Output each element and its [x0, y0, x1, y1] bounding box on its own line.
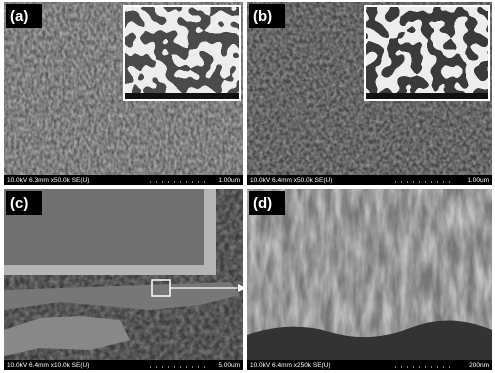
arrow-head	[238, 284, 246, 292]
pillar-edge	[4, 189, 216, 275]
panel-d: (d) 10.0kV 6.4mm x250k SE(U) 200nm	[247, 189, 492, 370]
info-bar	[4, 360, 243, 370]
scale-text: 1.00um	[218, 177, 240, 184]
debris	[4, 316, 130, 356]
substrate	[247, 320, 492, 360]
label-box	[249, 4, 285, 28]
scale-text: 1.00um	[467, 177, 489, 184]
inset-bar	[125, 93, 239, 99]
info-text: 10.0kV 6.3mm x50.0k SE(U)	[7, 177, 89, 184]
scale-text: 5.00um	[218, 362, 240, 369]
label-box	[6, 4, 42, 28]
scale-text: 200nm	[469, 362, 489, 369]
inset-texture	[366, 7, 488, 93]
label-box	[249, 191, 285, 215]
panel-c: (c) 10.0kV 6.4mm x10.0k SE(U) 5.00um	[4, 189, 246, 370]
panel-a: (a) 10.0kV 6.3mm x50.0k SE(U) 1.00um	[4, 2, 243, 185]
label-box	[6, 191, 42, 215]
info-bar	[247, 175, 492, 185]
film-strip	[4, 282, 240, 310]
panel-label: (a)	[10, 8, 28, 25]
panel-label: (d)	[253, 195, 272, 212]
panel-label: (b)	[253, 8, 272, 25]
inset-bar	[366, 93, 488, 99]
info-bar	[247, 360, 492, 370]
panel-b: (b) 10.0kV 6.4mm x50.0k SE(U) 1.00um	[247, 2, 492, 185]
info-text: 10.0kV 6.4mm x10.0k SE(U)	[7, 362, 89, 369]
info-text: 10.0kV 6.4mm x250k SE(U)	[250, 362, 331, 369]
info-bar	[4, 175, 243, 185]
panel-label: (c)	[10, 195, 28, 212]
inset-texture	[125, 7, 239, 93]
info-text: 10.0kV 6.4mm x50.0k SE(U)	[250, 177, 332, 184]
